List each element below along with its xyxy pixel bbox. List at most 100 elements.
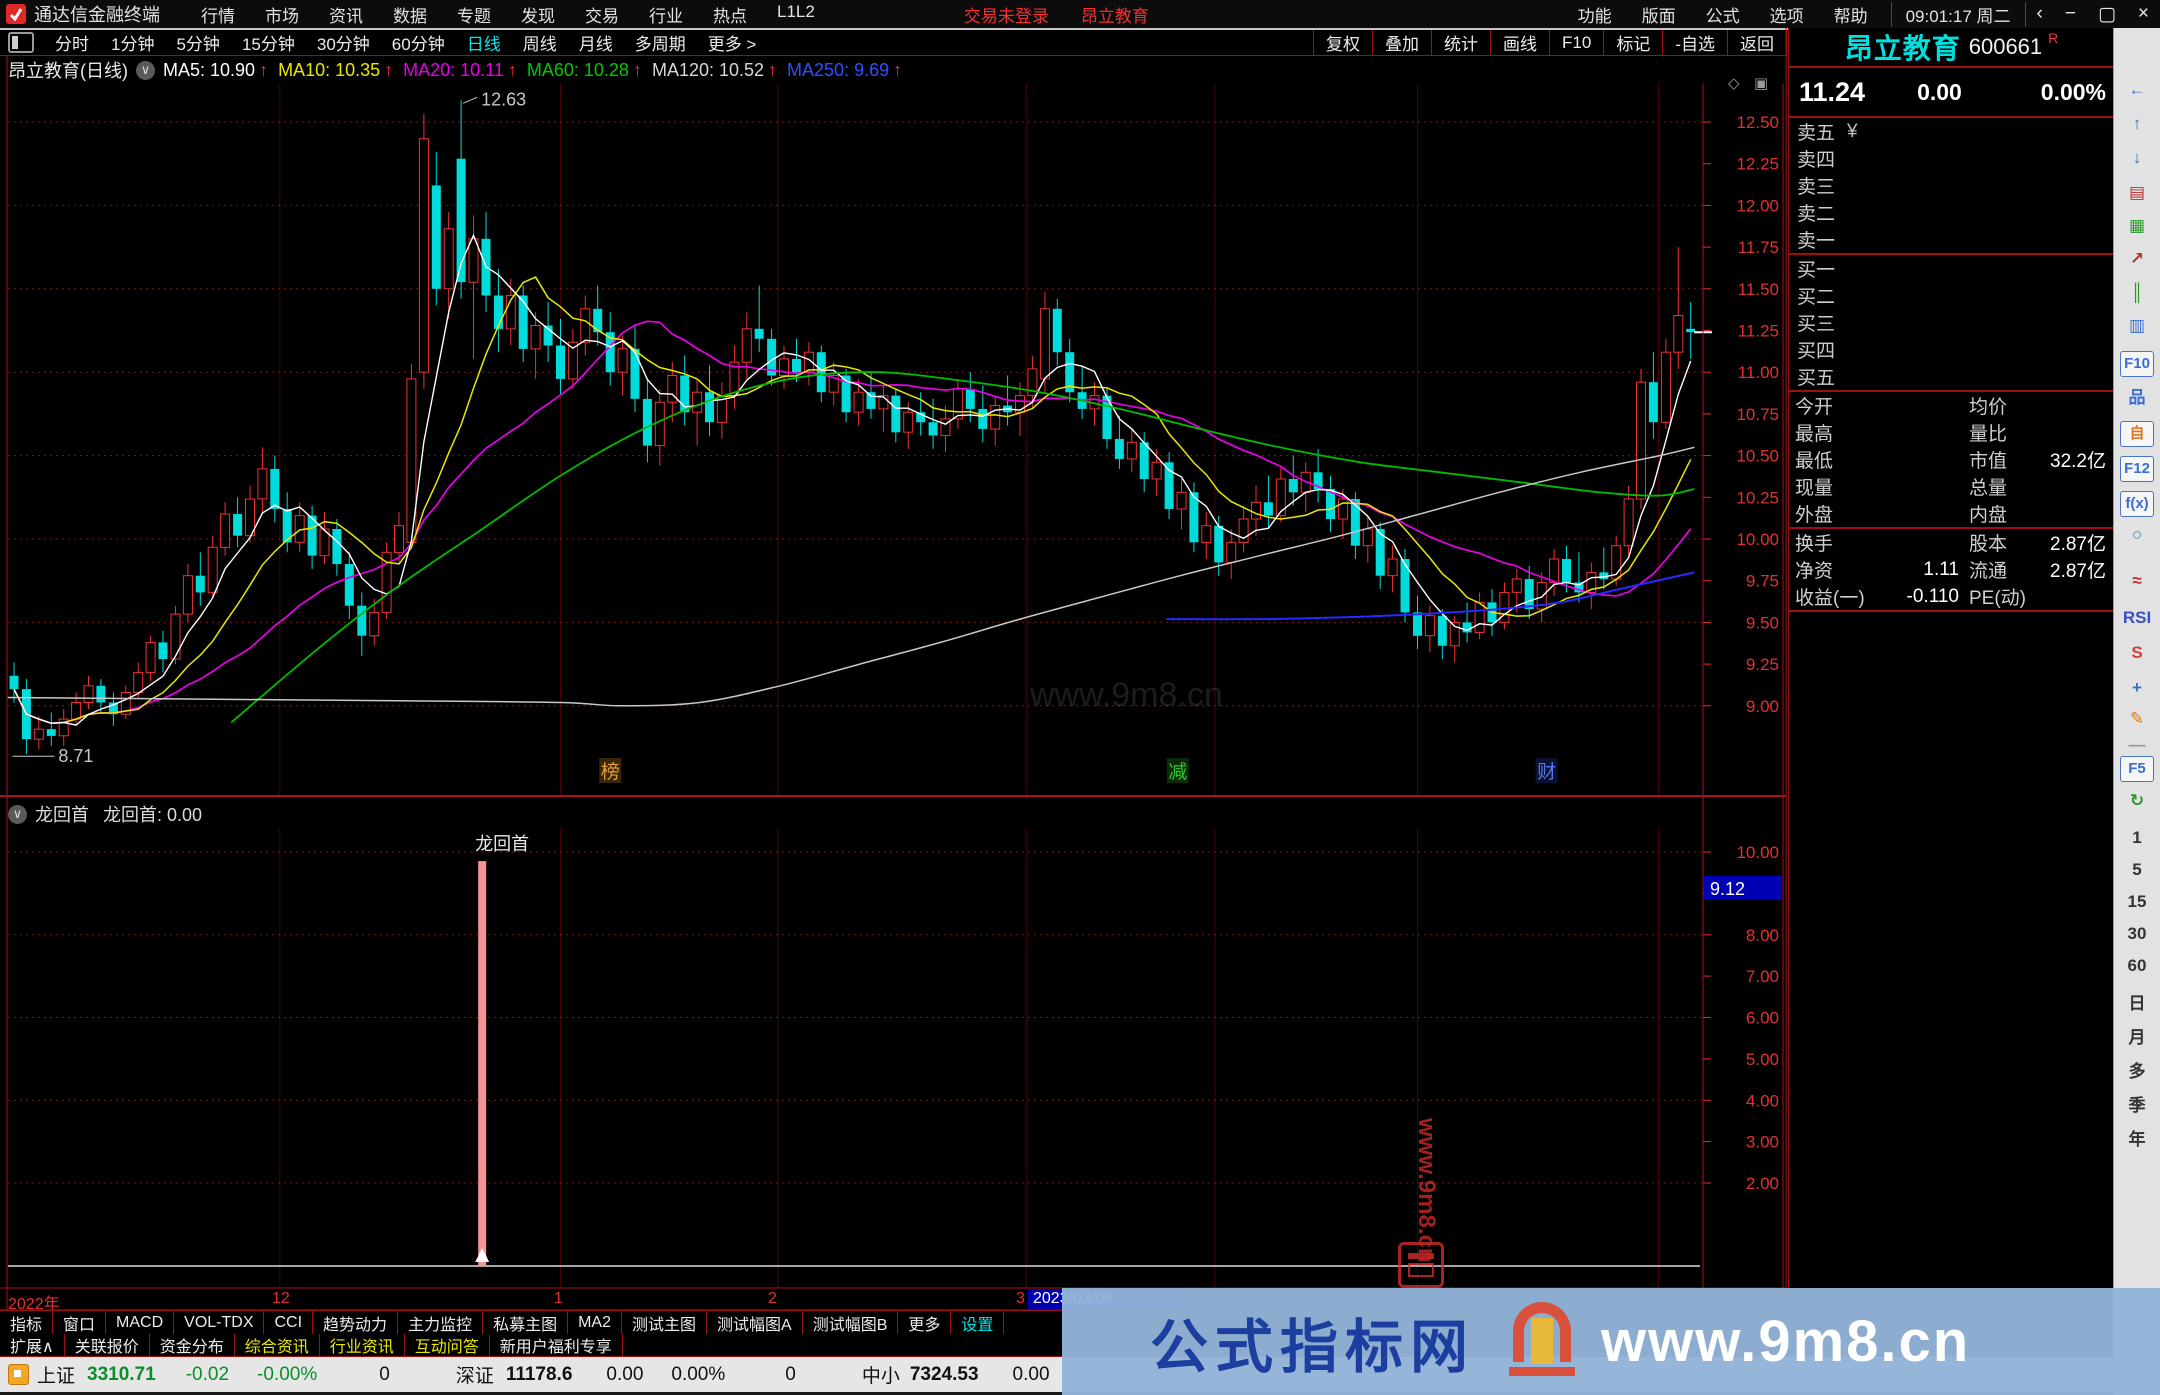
tab-MA2[interactable]: MA2 xyxy=(568,1311,622,1334)
period-月线[interactable]: 月线 xyxy=(578,35,613,54)
minimize-button[interactable]: − xyxy=(2064,2,2076,24)
up-arrow-icon[interactable]: ↑ xyxy=(2132,114,2142,133)
news-icon[interactable]: ▥ xyxy=(2128,316,2146,335)
refresh-icon[interactable]: ↻ xyxy=(2129,791,2145,810)
toolbar-button-统计[interactable]: 统计 xyxy=(1431,30,1490,55)
down-arrow-icon[interactable]: ↓ xyxy=(2132,148,2142,167)
menu-item-数据[interactable]: 数据 xyxy=(393,6,427,26)
chevron-down-icon[interactable]: ∨ xyxy=(136,60,155,80)
ext-tab-关联报价[interactable]: 关联报价 xyxy=(65,1334,150,1356)
buy-row[interactable]: 买三 xyxy=(1789,309,2114,336)
ext-tab-行业资讯[interactable]: 行业资讯 xyxy=(320,1334,405,1356)
tab-VOL-TDX[interactable]: VOL-TDX xyxy=(174,1311,265,1334)
toolbar-button-复权[interactable]: 复权 xyxy=(1313,30,1372,55)
tab-更多[interactable]: 更多 xyxy=(898,1311,952,1334)
period-year[interactable]: 年 xyxy=(2128,1130,2146,1149)
buy-row[interactable]: 买四 xyxy=(1789,336,2114,363)
menu-item-公式[interactable]: 公式 xyxy=(1705,6,1740,26)
menu-item-专题[interactable]: 专题 xyxy=(457,6,491,26)
chart-area[interactable]: 12.50 12.25 12.00 11.75 11.50 11.25 11.00 10.75… xyxy=(0,0,2113,1312)
toolbar-button--自选[interactable]: -自选 xyxy=(1662,30,1727,55)
zixuan-icon[interactable]: 自 xyxy=(2120,421,2154,447)
rsi-icon[interactable]: RSI xyxy=(2122,608,2152,627)
buy-row[interactable]: 买一 xyxy=(1789,255,2114,282)
tab-MACD[interactable]: MACD xyxy=(106,1311,175,1334)
ext-tab-新用户福利专享[interactable]: 新用户福利专享 xyxy=(490,1334,623,1356)
toolbar-button-标记[interactable]: 标记 xyxy=(1603,30,1662,55)
menu-item-热点[interactable]: 热点 xyxy=(713,6,747,26)
period-multi[interactable]: 多 xyxy=(2128,1062,2146,1081)
period-60min[interactable]: 60 xyxy=(2127,956,2147,975)
toolbar-button-F10[interactable]: F10 xyxy=(1549,30,1603,55)
period-5分钟[interactable]: 5分钟 xyxy=(176,35,220,54)
menu-item-选项[interactable]: 选项 xyxy=(1769,6,1804,26)
period-1min[interactable]: 1 xyxy=(2132,828,2142,847)
period-day[interactable]: 日 xyxy=(2128,994,2146,1013)
kline-icon[interactable]: ║ xyxy=(2130,283,2144,302)
tab-趋势动力[interactable]: 趋势动力 xyxy=(313,1311,399,1334)
ext-tab-综合资讯[interactable]: 综合资讯 xyxy=(235,1334,320,1356)
sell-row[interactable]: 卖五 ¥ xyxy=(1789,118,2114,145)
wave-icon[interactable]: ≈ xyxy=(2132,571,2142,590)
panel-toggle-icon[interactable]: ▣ xyxy=(1754,75,1769,92)
toolbar-button-叠加[interactable]: 叠加 xyxy=(1372,30,1431,55)
period-15min[interactable]: 15 xyxy=(2127,892,2147,911)
period-分时[interactable]: 分时 xyxy=(55,35,89,54)
tab-指标[interactable]: 指标 xyxy=(0,1311,54,1334)
period-15分钟[interactable]: 15分钟 xyxy=(241,35,295,54)
quote-name-row[interactable]: 昂立教育 600661 R xyxy=(1789,28,2114,66)
sell-row[interactable]: 卖四 xyxy=(1789,145,2114,172)
buy-row[interactable]: 买五 xyxy=(1789,363,2114,390)
menu-item-资讯[interactable]: 资讯 xyxy=(329,6,363,26)
sell-row[interactable]: 卖三 xyxy=(1789,172,2114,199)
tab-主力监控[interactable]: 主力监控 xyxy=(398,1311,484,1334)
trend-chart-icon[interactable]: ↗ xyxy=(2129,249,2145,268)
tab-私募主图[interactable]: 私募主图 xyxy=(483,1311,569,1334)
stock-shortcut[interactable]: 昂立教育 xyxy=(1080,6,1149,26)
ext-tab-扩展∧[interactable]: 扩展∧ xyxy=(0,1334,65,1356)
indicator-name[interactable]: 龙回首 xyxy=(35,805,89,825)
draw-icon[interactable]: ✎ xyxy=(2129,709,2145,728)
menu-item-市场[interactable]: 市场 xyxy=(265,6,299,26)
menu-item-版面[interactable]: 版面 xyxy=(1641,6,1676,26)
formula-icon[interactable]: f(x) xyxy=(2120,491,2154,517)
menu-item-L1L2[interactable]: L1L2 xyxy=(777,1,815,21)
tab-测试幅图A[interactable]: 测试幅图A xyxy=(707,1311,803,1334)
relation-icon[interactable]: 品 xyxy=(2128,388,2146,407)
sell-row[interactable]: 卖一 xyxy=(1789,226,2114,253)
tab-设置[interactable]: 设置 xyxy=(951,1311,1005,1334)
period-quarter[interactable]: 季 xyxy=(2128,1096,2146,1115)
buy-row[interactable]: 买二 xyxy=(1789,282,2114,309)
market-status-icon[interactable] xyxy=(8,1364,29,1385)
period-日线[interactable]: 日线 xyxy=(466,35,501,54)
close-button[interactable]: × xyxy=(2137,2,2149,24)
ext-tab-互动问答[interactable]: 互动问答 xyxy=(405,1334,490,1356)
period-周线[interactable]: 周线 xyxy=(522,35,557,54)
period-多周期[interactable]: 多周期 xyxy=(634,35,686,54)
period-60分钟[interactable]: 60分钟 xyxy=(391,35,445,54)
f12-icon[interactable]: F12 xyxy=(2120,456,2154,482)
circle-icon[interactable]: ○ xyxy=(2131,525,2143,544)
back-arrow-icon[interactable]: ← xyxy=(2128,80,2146,99)
super-icon[interactable]: S xyxy=(2131,643,2143,662)
period-30分钟[interactable]: 30分钟 xyxy=(316,35,370,54)
layout-split-icon[interactable] xyxy=(8,32,34,53)
f10-icon[interactable]: F10 xyxy=(2120,351,2154,377)
tab-测试主图[interactable]: 测试主图 xyxy=(622,1311,708,1334)
menu-item-交易[interactable]: 交易 xyxy=(585,6,619,26)
tab-测试幅图B[interactable]: 测试幅图B xyxy=(803,1311,899,1334)
menu-item-帮助[interactable]: 帮助 xyxy=(1833,6,1868,26)
toolbar-button-画线[interactable]: 画线 xyxy=(1490,30,1549,55)
diamond-icon[interactable]: ◇ xyxy=(1728,75,1740,92)
ext-tab-资金分布[interactable]: 资金分布 xyxy=(150,1334,235,1356)
period-month[interactable]: 月 xyxy=(2128,1028,2146,1047)
menu-item-功能[interactable]: 功能 xyxy=(1577,6,1612,26)
sell-row[interactable]: 卖二 xyxy=(1789,199,2114,226)
period-5min[interactable]: 5 xyxy=(2132,860,2142,879)
menu-item-行业[interactable]: 行业 xyxy=(649,6,683,26)
move-icon[interactable]: + xyxy=(2132,678,2142,697)
report-icon[interactable]: ▤ xyxy=(2128,183,2146,202)
menu-item-行情[interactable]: 行情 xyxy=(201,6,235,26)
period-30min[interactable]: 30 xyxy=(2127,924,2147,943)
period-1分钟[interactable]: 1分钟 xyxy=(111,35,155,54)
